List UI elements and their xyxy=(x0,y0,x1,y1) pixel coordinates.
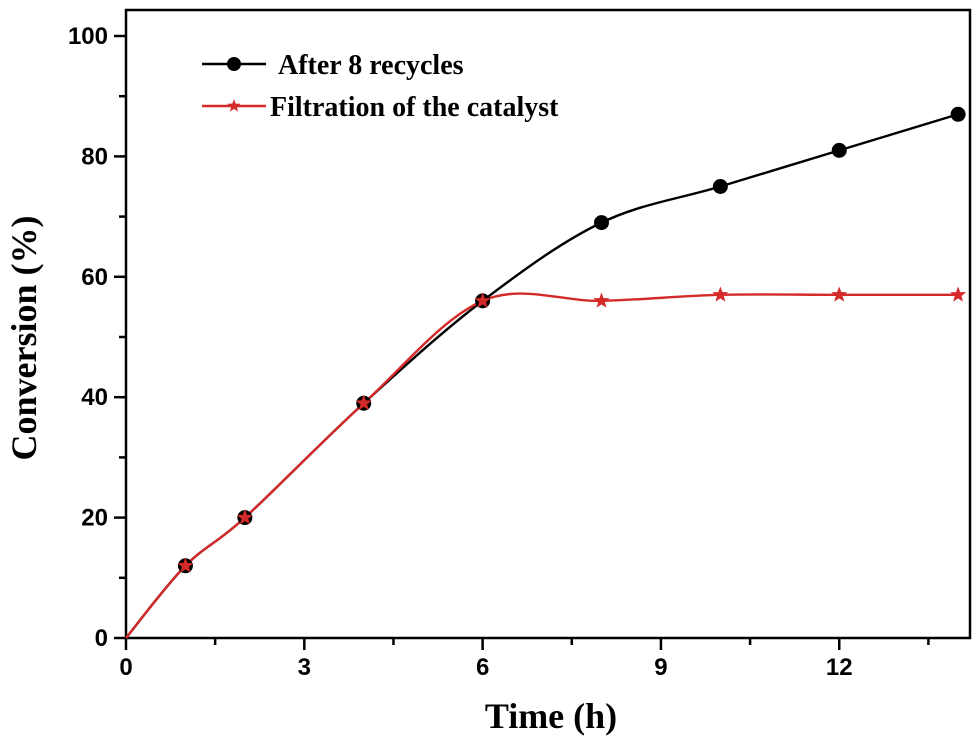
y-tick-label: 60 xyxy=(81,264,108,291)
data-point xyxy=(712,179,728,194)
data-point xyxy=(355,394,372,411)
legend: After 8 recycles Filtration of the cataly… xyxy=(202,50,559,123)
x-tick-label: 0 xyxy=(119,654,132,681)
x-tick-label: 6 xyxy=(476,654,489,681)
data-point xyxy=(712,286,729,302)
legend-label: After 8 recycles xyxy=(278,50,464,81)
x-tick-label: 12 xyxy=(826,654,853,681)
data-point xyxy=(593,215,609,231)
y-tick-label: 20 xyxy=(81,505,108,532)
data-point xyxy=(474,292,491,308)
data-point xyxy=(593,292,610,308)
series-line xyxy=(125,292,959,639)
data-point xyxy=(831,286,848,302)
y-tick-label: 0 xyxy=(95,625,108,652)
series-layer xyxy=(125,106,967,639)
x-axis-title: Time (h) xyxy=(485,696,617,736)
plot-frame xyxy=(124,8,972,640)
y-axis-title: Conversion (%) xyxy=(4,216,44,461)
data-point xyxy=(831,142,847,158)
data-point xyxy=(177,557,194,573)
legend-marker xyxy=(227,57,241,71)
data-point xyxy=(236,509,253,525)
data-point xyxy=(950,106,966,122)
legend-label: Filtration of the catalyst xyxy=(270,92,559,123)
y-tick-label: 100 xyxy=(68,23,108,50)
axes: 0 20 40 60 80 100 0 3 6 9 12 xyxy=(68,8,972,681)
x-tick-label: 9 xyxy=(654,654,667,681)
x-tick-label: 3 xyxy=(298,654,311,681)
legend-marker xyxy=(227,99,241,112)
data-point xyxy=(950,286,967,302)
y-tick-label: 80 xyxy=(81,143,108,170)
y-tick-label: 40 xyxy=(81,384,108,411)
series-line xyxy=(125,113,959,639)
